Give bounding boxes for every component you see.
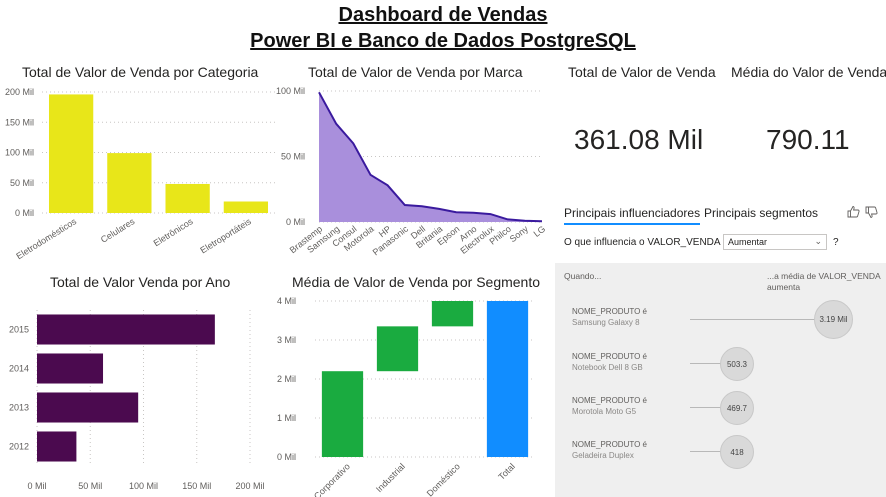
- ki-row-3-value-label: Morotola Moto G5: [572, 407, 637, 416]
- y-tick-label: 4 Mil: [277, 296, 296, 306]
- x-tick-label: 50 Mil: [78, 481, 102, 491]
- chart-categoria-title: Total de Valor de Venda por Categoria: [22, 64, 259, 80]
- ki-direction-value: Aumentar: [728, 237, 768, 247]
- ki-head-left: Quando...: [564, 271, 602, 281]
- card-media-title: Média do Valor de Venda: [731, 64, 886, 80]
- ki-row-2-connector: [690, 363, 722, 364]
- ki-question: O que influencia o VALOR_VENDA a: [564, 237, 729, 248]
- ki-head-right-1: ...a média de VALOR_VENDA: [767, 271, 881, 281]
- y-tick-label: 0 Mil: [15, 208, 34, 218]
- bar-total: [486, 301, 529, 457]
- y-tick-label: 200 Mil: [5, 87, 34, 97]
- ki-row-1-label: NOME_PRODUTO é: [572, 307, 647, 316]
- x-tick-label: Corporativo: [312, 461, 352, 497]
- ki-row-4-connector: [690, 451, 722, 452]
- ki-head-right-2: aumenta: [767, 282, 801, 292]
- dashboard-subtitle: Power BI e Banco de Dados PostgreSQL: [250, 30, 636, 52]
- ki-row-1-bubble[interactable]: 3.19 Mil: [814, 300, 853, 339]
- bar-corporativo: [321, 371, 364, 457]
- ki-row-4-label: NOME_PRODUTO é: [572, 440, 647, 449]
- x-tick-label: 200 Mil: [235, 481, 264, 491]
- ki-panel: Quando... ...a média de VALOR_VENDA aume…: [555, 263, 886, 497]
- x-tick-label: LG: [532, 224, 548, 239]
- card-media-value: 790.11: [766, 124, 850, 155]
- x-tick-label: Celulares: [99, 216, 137, 245]
- y-tick-label: 2015: [9, 325, 29, 335]
- tab-principais-segmentos[interactable]: Principais segmentos: [704, 206, 819, 220]
- thumbs-down-icon[interactable]: [865, 206, 878, 219]
- y-tick-label: 150 Mil: [5, 117, 34, 127]
- y-tick-label: 50 Mil: [10, 178, 34, 188]
- thumbs-up-icon[interactable]: [847, 205, 860, 218]
- ki-direction-select[interactable]: Aumentar ⌄: [723, 234, 827, 250]
- x-tick-label: Sony: [508, 223, 531, 244]
- card-total-value: 361.08 Mil: [574, 124, 704, 155]
- bar-doméstico: [431, 301, 474, 327]
- y-tick-label: 3 Mil: [277, 335, 296, 345]
- ki-row-3-bubble[interactable]: 469.7: [720, 391, 754, 425]
- chevron-down-icon: ⌄: [814, 236, 822, 246]
- x-tick-label: Total: [496, 461, 517, 482]
- ki-row-2-bubble[interactable]: 503.3: [720, 347, 754, 381]
- line-marca: [318, 91, 543, 223]
- y-tick-label: 2013: [9, 403, 29, 413]
- ki-row-3-label: NOME_PRODUTO é: [572, 396, 647, 405]
- ki-row-2-label: NOME_PRODUTO é: [572, 352, 647, 361]
- bar-industrial: [376, 326, 419, 372]
- y-tick-label: 1 Mil: [277, 413, 296, 423]
- x-tick-label: Industrial: [374, 461, 407, 494]
- ki-help[interactable]: ?: [833, 237, 839, 248]
- bar-eletroportáteis: [223, 201, 269, 213]
- y-tick-label: 100 Mil: [276, 86, 305, 96]
- bar-eletrodomésticos: [48, 94, 94, 213]
- x-tick-label: Eletroportáteis: [198, 216, 253, 255]
- x-tick-label: 0 Mil: [27, 481, 46, 491]
- chart-marca-title: Total de Valor de Venda por Marca: [308, 64, 523, 80]
- tab-principais-influenciadores[interactable]: Principais influenciadores: [564, 206, 701, 225]
- ki-row-1-connector: [690, 319, 816, 320]
- bar-celulares: [107, 153, 152, 213]
- ki-row-4-bubble[interactable]: 418: [720, 435, 754, 469]
- bar-2014: [37, 353, 104, 384]
- x-tick-label: Panasonic: [371, 223, 411, 257]
- bar-2012: [37, 431, 77, 462]
- x-tick-label: 150 Mil: [182, 481, 211, 491]
- dashboard-title: Dashboard de Vendas: [338, 4, 548, 26]
- y-tick-label: 0 Mil: [286, 217, 305, 227]
- chart-segmento-title: Média de Valor de Venda por Segmento: [292, 274, 541, 290]
- ki-row-2-value-label: Notebook Dell 8 GB: [572, 363, 643, 372]
- chart-ano-title: Total de Valor Venda por Ano: [50, 274, 231, 290]
- bar-2015: [37, 314, 215, 345]
- area-marca: [319, 92, 542, 222]
- chart-ano[interactable]: 0 Mil 50 Mil 100 Mil 150 Mil 200 Mil 2015 2014…: [0, 290, 280, 497]
- card-total-title: Total de Valor de Venda: [568, 64, 716, 80]
- ki-row-3-connector: [690, 407, 722, 408]
- chart-segmento[interactable]: 0 Mil 1 Mil 2 Mil 3 Mil 4 Mil Corporativo Indu…: [270, 290, 555, 497]
- x-tick-label: Eletrodomésticos: [14, 216, 78, 261]
- chart-categoria[interactable]: 0 Mil 50 Mil 100 Mil 150 Mil 200 Mil Eletrodo…: [0, 80, 280, 265]
- bar-2013: [37, 392, 139, 423]
- y-tick-label: 100 Mil: [5, 148, 34, 158]
- y-tick-label: 0 Mil: [277, 452, 296, 462]
- y-tick-label: 2014: [9, 364, 29, 374]
- y-tick-label: 50 Mil: [281, 152, 305, 162]
- bar-eletrônicos: [165, 183, 210, 213]
- x-tick-label: Eletrônicos: [152, 216, 195, 248]
- ki-row-1-value-label: Samsung Galaxy 8: [572, 318, 640, 327]
- x-tick-label: 100 Mil: [129, 481, 158, 491]
- ki-row-4-value-label: Geladeira Duplex: [572, 451, 634, 460]
- y-tick-label: 2012: [9, 442, 29, 452]
- y-tick-label: 2 Mil: [277, 374, 296, 384]
- x-tick-label: Doméstico: [425, 461, 462, 497]
